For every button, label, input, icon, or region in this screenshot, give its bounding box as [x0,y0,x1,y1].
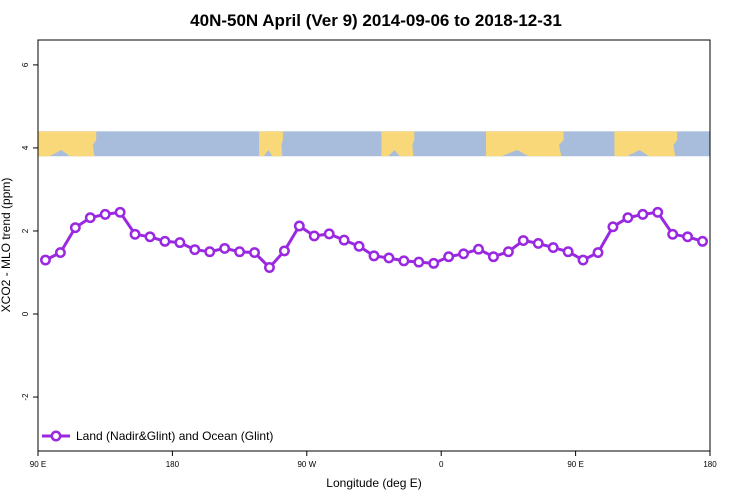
data-point [622,212,634,224]
y-tick-label: 4 [21,145,30,150]
data-point [682,231,694,243]
data-point [368,250,380,262]
data-point [398,255,410,267]
data-point [607,221,619,233]
data-point [428,257,440,269]
data-point [443,251,455,263]
data-point [189,244,201,256]
map-land [259,131,283,157]
y-axis: -2 0 2 4 6 [21,62,38,401]
data-point [204,246,216,258]
x-tick-label: 0 [439,460,444,469]
data-point [562,246,574,258]
data-point [114,206,126,218]
data-point [667,228,679,240]
map-ocean [38,131,710,157]
map-strip [38,131,710,157]
data-point [458,248,470,260]
data-point [473,243,484,255]
data-point [577,254,589,266]
data-point [129,228,141,240]
series-layer [40,206,708,273]
legend-marker [50,430,62,442]
data-point [174,237,186,249]
map-land [381,131,415,157]
y-tick-label: 6 [21,62,30,67]
data-point [249,247,260,259]
map-land [614,131,678,157]
chart-title: 40N-50N April (Ver 9) 2014-09-06 to 2018… [190,11,562,30]
legend: Land (Nadir&Glint) and Ocean (Glint) [42,429,273,443]
data-point [54,247,66,259]
y-tick-label: -2 [21,393,30,401]
data-point [99,208,111,220]
data-point [308,230,320,242]
data-point [144,231,156,243]
data-point [84,212,96,224]
data-point [338,234,350,246]
legend-label: Land (Nadir&Glint) and Ocean (Glint) [76,429,273,443]
data-point [159,235,171,247]
x-tick-label: 90 E [567,460,583,469]
data-point [323,228,335,240]
x-axis: 90 E 180 90 W 0 90 E 180 [30,451,717,469]
y-tick-label: 0 [21,311,30,316]
y-axis-label: XCO2 - MLO trend (ppm) [0,178,13,313]
data-point [652,206,664,218]
data-point [353,240,365,252]
data-point [40,254,51,266]
data-point [219,242,231,254]
data-point [293,220,305,232]
data-point [547,242,559,254]
data-point [234,246,246,258]
data-point [502,246,514,258]
data-point [517,235,529,246]
data-point [383,252,395,264]
x-tick-label: 180 [166,460,180,469]
x-tick-label: 90 W [297,460,316,469]
x-tick-label: 180 [703,460,717,469]
map-land [38,131,97,157]
plot-frame [37,39,711,452]
data-point [278,245,290,257]
data-point [532,237,544,249]
x-tick-label: 90 E [30,460,46,469]
data-point [413,256,425,268]
data-point [697,235,708,247]
map-land [486,131,564,157]
data-point [592,247,604,259]
data-point [488,251,499,263]
data-point [264,262,275,273]
data-point [69,222,81,234]
y-tick-label: 2 [21,228,30,233]
x-axis-label: Longitude (deg E) [326,476,421,490]
data-point [637,208,649,220]
